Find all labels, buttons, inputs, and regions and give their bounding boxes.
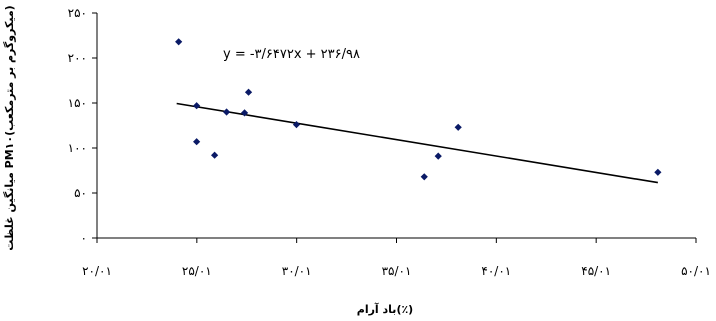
- axes: [96, 13, 696, 239]
- data-point: [434, 152, 442, 160]
- data-point: [240, 109, 249, 117]
- data-point: [420, 173, 428, 181]
- x-tick-label: ۲۵/۰۱: [182, 264, 212, 278]
- trendline: [176, 102, 658, 184]
- x-tick-label: ۳۵/۰۱: [382, 264, 412, 278]
- data-points: [175, 38, 662, 181]
- x-tick-label: ۴۰/۰۱: [481, 264, 511, 278]
- trendline-equation: y = -۳/۶۴۷۲x + ۲۳۶/۹۸: [223, 47, 360, 62]
- data-point: [244, 88, 253, 96]
- y-tick-label: ۵۰: [74, 186, 87, 200]
- x-axis-label: باد آرام(٪): [357, 302, 413, 316]
- data-point: [654, 168, 662, 176]
- x-tick-label: ۲۰/۰۱: [82, 264, 112, 278]
- x-tick-label: ۳۰/۰۱: [282, 264, 312, 278]
- data-point: [175, 38, 183, 46]
- data-point: [193, 102, 201, 110]
- data-point: [454, 123, 462, 131]
- data-point: [292, 121, 301, 129]
- y-axis-label: میانگین غلظت PM۱۰(میکروگرم بر مترمکعب): [3, 5, 16, 250]
- y-tick-label: ۱۰۰: [68, 141, 87, 155]
- y-tick-label: ۰: [81, 231, 87, 245]
- data-point: [211, 151, 219, 159]
- data-point: [222, 108, 231, 116]
- y-tick-label: ۲۰۰: [68, 51, 87, 65]
- x-tick-label: ۴۵/۰۱: [581, 264, 611, 278]
- y-tick-label: ۲۵۰: [68, 6, 87, 20]
- y-ticks: ۰ ۵۰ ۱۰۰ ۱۵۰ ۲۰۰ ۲۵۰: [68, 6, 97, 245]
- x-tick-label: ۵۰/۰۱: [681, 264, 711, 278]
- y-tick-label: ۱۵۰: [68, 96, 87, 110]
- x-ticks: ۲۰/۰۱ ۲۵/۰۱ ۳۰/۰۱ ۳۵/۰۱ ۴۰/۰۱ ۴۵/۰۱ ۵۰/۰۱: [82, 238, 711, 278]
- data-point: [193, 138, 201, 146]
